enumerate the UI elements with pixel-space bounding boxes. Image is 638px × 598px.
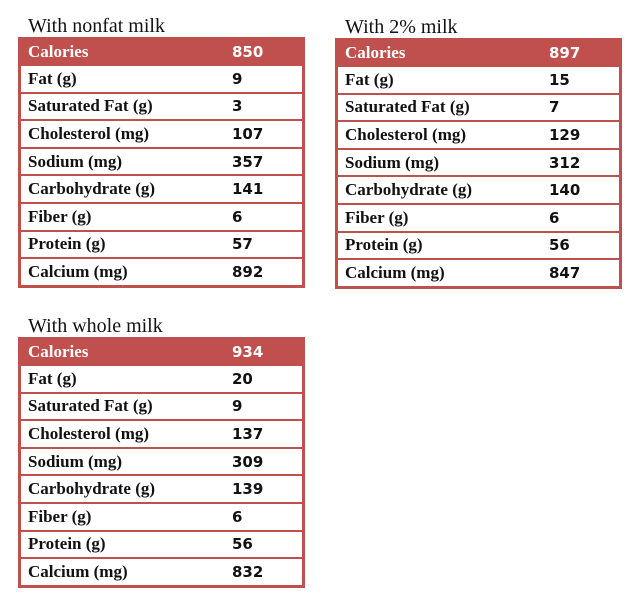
table-row: Fiber (g) 6 xyxy=(21,503,302,530)
table-row: Cholesterol (mg) 129 xyxy=(338,122,619,148)
table-row: Sodium (mg) 357 xyxy=(21,148,302,175)
table-row: Fat (g) 20 xyxy=(21,366,302,392)
nutrient-label: Fat (g) xyxy=(28,68,77,88)
nutrient-label: Cholesterol (mg) xyxy=(28,123,150,143)
nutrient-label: Fat (g) xyxy=(345,69,394,89)
header-label: Calories xyxy=(345,43,406,62)
table-row: Sodium (mg) 312 xyxy=(338,149,619,176)
nutrient-label: Calcium (mg) xyxy=(345,262,445,282)
nutrition-table-block: With whole milk Calories 934 Fat (g) 20 … xyxy=(18,315,305,588)
nutrient-label: Fat (g) xyxy=(28,368,77,388)
header-value: 897 xyxy=(549,44,581,62)
header-label: Calories xyxy=(28,342,89,361)
header-value: 850 xyxy=(232,43,264,61)
nutrient-label: Protein (g) xyxy=(345,235,423,255)
nutrient-value: 137 xyxy=(232,424,264,443)
nutrient-value: 15 xyxy=(549,70,570,89)
nutrient-value: 20 xyxy=(232,369,253,388)
table-title: With nonfat milk xyxy=(28,15,165,37)
table-title: With 2% milk xyxy=(345,16,458,38)
nutrition-table-block: With nonfat milk Calories 850 Fat (g) 9 … xyxy=(18,15,305,288)
table-title: With whole milk xyxy=(28,315,163,337)
nutrient-value: 9 xyxy=(232,397,243,416)
nutrient-value: 7 xyxy=(549,98,560,117)
nutrient-value: 56 xyxy=(549,236,570,255)
nutrient-label: Carbohydrate (g) xyxy=(28,479,156,499)
nutrient-value: 141 xyxy=(232,180,264,199)
header-label: Calories xyxy=(28,42,89,61)
table-row: Sodium (mg) 309 xyxy=(21,448,302,475)
nutrient-value: 129 xyxy=(549,125,581,144)
table-row: Calcium (mg) 892 xyxy=(21,259,302,285)
table-row: Carbohydrate (g) 140 xyxy=(338,177,619,203)
nutrient-label: Carbohydrate (g) xyxy=(28,179,156,199)
nutrient-label: Carbohydrate (g) xyxy=(345,180,473,200)
table-row: Fat (g) 15 xyxy=(338,67,619,93)
nutrient-value: 309 xyxy=(232,452,264,471)
table-row: Carbohydrate (g) 139 xyxy=(21,476,302,502)
table-header-row: Calories 934 xyxy=(21,340,302,364)
table-header-row: Calories 897 xyxy=(338,41,619,65)
table-row: Cholesterol (mg) 137 xyxy=(21,421,302,447)
nutrient-value: 140 xyxy=(549,181,581,200)
nutrient-label: Sodium (mg) xyxy=(345,152,439,172)
nutrient-label: Cholesterol (mg) xyxy=(28,423,150,443)
nutrient-value: 107 xyxy=(232,124,264,143)
nutrient-label: Saturated Fat (g) xyxy=(28,96,153,116)
header-value: 934 xyxy=(232,343,264,361)
nutrient-label: Saturated Fat (g) xyxy=(28,396,153,416)
table-row: Saturated Fat (g) 9 xyxy=(21,393,302,420)
nutrient-label: Cholesterol (mg) xyxy=(345,124,467,144)
nutrient-value: 847 xyxy=(549,263,581,282)
table-row: Calcium (mg) 832 xyxy=(21,559,302,585)
nutrient-label: Sodium (mg) xyxy=(28,151,122,171)
table-row: Protein (g) 56 xyxy=(21,531,302,558)
nutrient-value: 56 xyxy=(232,535,253,554)
nutrient-value: 6 xyxy=(232,507,243,526)
nutrient-value: 357 xyxy=(232,152,264,171)
nutrient-label: Saturated Fat (g) xyxy=(345,97,470,117)
nutrient-label: Calcium (mg) xyxy=(28,261,128,281)
nutrient-label: Protein (g) xyxy=(28,534,106,554)
nutrition-table-block: With 2% milk Calories 897 Fat (g) 15 Sat… xyxy=(335,16,622,289)
nutrient-value: 832 xyxy=(232,562,264,581)
table-row: Protein (g) 56 xyxy=(338,232,619,259)
table-row: Cholesterol (mg) 107 xyxy=(21,121,302,147)
table-row: Fat (g) 9 xyxy=(21,66,302,92)
nutrient-label: Fiber (g) xyxy=(28,506,92,526)
table-row: Calcium (mg) 847 xyxy=(338,260,619,286)
nutrient-value: 139 xyxy=(232,480,264,499)
nutrient-value: 312 xyxy=(549,153,581,172)
nutrient-label: Fiber (g) xyxy=(28,206,92,226)
nutrient-value: 6 xyxy=(549,208,560,227)
table-row: Fiber (g) 6 xyxy=(338,204,619,231)
nutrition-table: Calories 934 Fat (g) 20 Saturated Fat (g… xyxy=(18,337,305,588)
nutrient-label: Protein (g) xyxy=(28,234,106,254)
nutrition-table: Calories 850 Fat (g) 9 Saturated Fat (g)… xyxy=(18,37,305,288)
nutrient-label: Calcium (mg) xyxy=(28,561,128,581)
nutrient-label: Fiber (g) xyxy=(345,207,409,227)
nutrition-table: Calories 897 Fat (g) 15 Saturated Fat (g… xyxy=(335,38,622,289)
table-row: Protein (g) 57 xyxy=(21,231,302,258)
table-header-row: Calories 850 xyxy=(21,40,302,64)
nutrient-value: 57 xyxy=(232,235,253,254)
nutrient-value: 6 xyxy=(232,207,243,226)
nutrient-value: 9 xyxy=(232,69,243,88)
nutrient-label: Sodium (mg) xyxy=(28,451,122,471)
table-row: Saturated Fat (g) 3 xyxy=(21,93,302,120)
table-row: Carbohydrate (g) 141 xyxy=(21,176,302,202)
nutrient-value: 3 xyxy=(232,97,243,116)
table-row: Saturated Fat (g) 7 xyxy=(338,94,619,121)
nutrient-value: 892 xyxy=(232,262,264,281)
table-row: Fiber (g) 6 xyxy=(21,203,302,230)
